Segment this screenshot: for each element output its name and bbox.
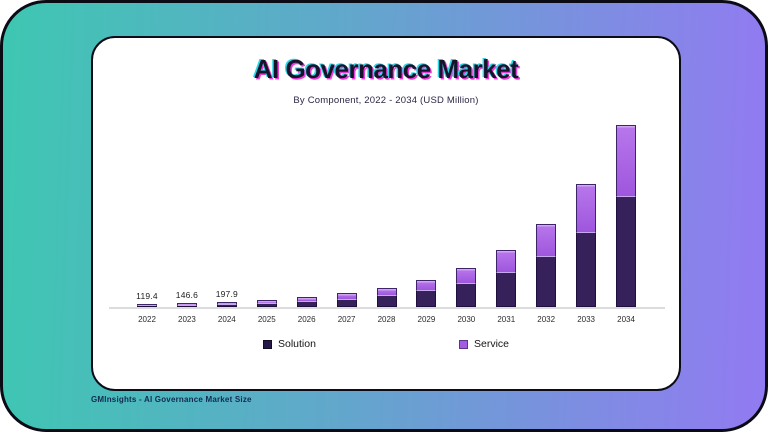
service-segment: [216, 302, 237, 304]
solution-segment: [376, 295, 397, 307]
bar-2033[interactable]: [576, 184, 597, 307]
legend-item-service[interactable]: Service: [459, 337, 509, 351]
service-segment: [137, 303, 157, 305]
solution-segment: [456, 283, 477, 307]
solution-segment: [536, 256, 557, 307]
legend-item-solution[interactable]: Solution: [263, 337, 316, 351]
bar-2028[interactable]: [376, 287, 397, 307]
x-tick-2032: 2032: [537, 315, 556, 324]
bar-2031[interactable]: [496, 249, 517, 307]
bar-2032[interactable]: [536, 223, 557, 307]
x-tick-2025: 2025: [257, 315, 276, 324]
service-segment: [536, 223, 557, 257]
solution-segment: [616, 195, 637, 307]
service-segment: [376, 287, 397, 296]
solution-segment: [256, 302, 277, 307]
bar-2027[interactable]: [336, 293, 357, 307]
bar-2024[interactable]: [216, 302, 237, 307]
solution-segment: [496, 272, 517, 307]
chart-card: AI Governance Market By Component, 2022 …: [91, 36, 681, 391]
x-tick-2027: 2027: [337, 315, 356, 324]
solution-segment: [216, 303, 237, 307]
service-segment: [456, 267, 477, 284]
bar-2029[interactable]: [416, 279, 437, 307]
x-tick-2028: 2028: [377, 315, 396, 324]
x-tick-2024: 2024: [217, 315, 236, 324]
chart-title: AI Governance Market: [253, 54, 519, 84]
legend-label-solution: Solution: [278, 338, 316, 350]
value-label-2023: 146.6: [175, 290, 199, 301]
x-tick-2031: 2031: [497, 315, 516, 324]
x-tick-2034: 2034: [617, 315, 635, 324]
plot-area: 119.4 2022 146.6 2023 197.9 2024 2025 2026 2027 2…: [109, 123, 665, 324]
chart-subtitle: By Component, 2022 - 2034 (USD Million): [293, 95, 479, 106]
x-tick-2033: 2033: [577, 315, 595, 324]
bar-2034[interactable]: [616, 125, 637, 307]
solution-segment: [416, 290, 437, 307]
service-segment: [296, 296, 317, 301]
service-segment: [256, 299, 277, 303]
service-segment: [176, 303, 197, 305]
value-label-2022: 119.4: [136, 291, 158, 301]
x-tick-2022: 2022: [138, 315, 156, 324]
bar-2030[interactable]: [456, 267, 477, 307]
value-label-2024: 197.9: [215, 289, 238, 300]
service-segment: [416, 279, 437, 291]
service-segment: [336, 293, 357, 299]
service-segment: [496, 249, 517, 273]
service-swatch-icon: [459, 339, 468, 349]
solution-segment: [576, 232, 597, 307]
footer-credit: GMInsights - AI Governance Market Size: [91, 395, 252, 404]
x-tick-2030: 2030: [457, 315, 476, 324]
solution-segment: [296, 300, 317, 307]
solution-swatch-icon: [263, 339, 272, 349]
x-tick-2029: 2029: [417, 315, 436, 324]
solution-segment: [176, 304, 197, 307]
service-segment: [616, 125, 637, 196]
bar-2023[interactable]: [176, 303, 197, 307]
legend-label-service: Service: [474, 338, 510, 350]
service-segment: [576, 184, 597, 233]
x-tick-2026: 2026: [297, 315, 316, 324]
bar-2026[interactable]: [296, 296, 317, 307]
x-tick-2023: 2023: [178, 315, 196, 324]
solution-segment: [336, 298, 357, 307]
bar-2025[interactable]: [256, 299, 277, 307]
bar-2022[interactable]: [137, 303, 157, 307]
solution-segment: [137, 305, 157, 307]
